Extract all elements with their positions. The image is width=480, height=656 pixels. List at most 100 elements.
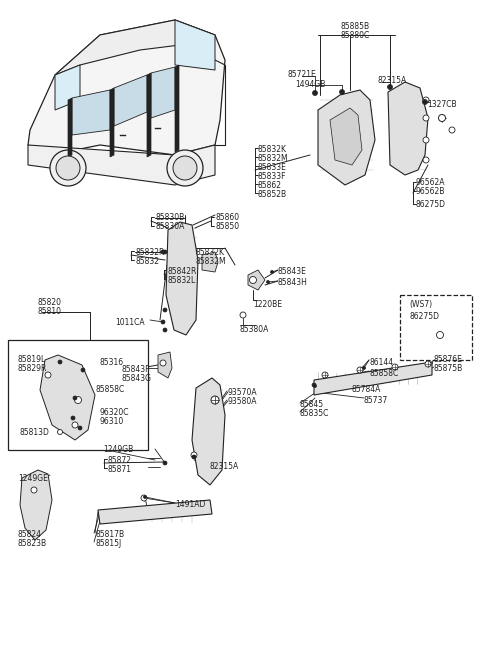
Polygon shape <box>330 108 362 165</box>
Text: 85835C: 85835C <box>300 409 329 418</box>
Circle shape <box>72 422 78 428</box>
Polygon shape <box>28 145 215 185</box>
Circle shape <box>163 250 167 254</box>
Circle shape <box>73 396 77 400</box>
Text: 85737: 85737 <box>364 396 388 405</box>
Text: 85852B: 85852B <box>258 190 287 199</box>
Text: 85843H: 85843H <box>278 278 308 287</box>
Circle shape <box>161 320 165 324</box>
Text: 85817B: 85817B <box>95 530 124 539</box>
Circle shape <box>58 360 62 364</box>
Circle shape <box>160 360 166 366</box>
Circle shape <box>439 115 445 121</box>
Polygon shape <box>68 98 72 157</box>
Circle shape <box>50 150 86 186</box>
Circle shape <box>392 364 398 370</box>
Text: 85862: 85862 <box>258 181 282 190</box>
Circle shape <box>163 461 167 465</box>
Circle shape <box>312 91 317 96</box>
Polygon shape <box>98 500 212 524</box>
Text: 85832R: 85832R <box>135 248 164 257</box>
Text: 82315A: 82315A <box>210 462 239 471</box>
Polygon shape <box>158 352 172 378</box>
Text: 85813D: 85813D <box>20 428 50 437</box>
Text: 1249GB: 1249GB <box>103 445 133 454</box>
Text: 85815J: 85815J <box>95 539 121 548</box>
Circle shape <box>161 250 165 254</box>
Text: 85820: 85820 <box>37 298 61 307</box>
Text: 85833F: 85833F <box>258 172 287 181</box>
Circle shape <box>74 396 82 403</box>
Circle shape <box>31 487 37 493</box>
Polygon shape <box>248 270 265 290</box>
Polygon shape <box>175 65 179 152</box>
Circle shape <box>141 495 147 501</box>
Text: 85823B: 85823B <box>18 539 47 548</box>
Text: 85872: 85872 <box>108 456 132 465</box>
Polygon shape <box>55 20 215 75</box>
Circle shape <box>423 97 429 103</box>
Text: 85871: 85871 <box>108 465 132 474</box>
Text: 85860: 85860 <box>215 213 239 222</box>
Text: 85830B: 85830B <box>155 213 184 222</box>
Text: 85832L: 85832L <box>168 276 196 285</box>
Circle shape <box>362 367 365 369</box>
Text: 85824: 85824 <box>18 530 42 539</box>
Text: 93580A: 93580A <box>228 397 257 406</box>
Text: 85380A: 85380A <box>240 325 269 334</box>
Polygon shape <box>151 67 175 118</box>
Circle shape <box>45 372 51 378</box>
Text: 85819L: 85819L <box>18 355 46 364</box>
Circle shape <box>422 100 428 104</box>
Text: 85829R: 85829R <box>18 364 48 373</box>
Polygon shape <box>147 73 151 157</box>
Text: 85810: 85810 <box>37 307 61 316</box>
Circle shape <box>387 85 393 89</box>
Polygon shape <box>55 65 80 110</box>
Text: 1249GE: 1249GE <box>18 474 48 483</box>
Circle shape <box>211 396 219 404</box>
Text: 1494GB: 1494GB <box>295 80 325 89</box>
Circle shape <box>425 361 431 367</box>
Circle shape <box>266 281 269 283</box>
Text: 85784A: 85784A <box>352 385 382 394</box>
Circle shape <box>271 270 274 274</box>
Circle shape <box>71 416 75 420</box>
Text: 85845: 85845 <box>300 400 324 409</box>
Circle shape <box>163 328 167 332</box>
Polygon shape <box>110 88 114 157</box>
Text: 96562A: 96562A <box>416 178 445 187</box>
Text: 86144: 86144 <box>369 358 393 367</box>
Text: 1011CA: 1011CA <box>115 318 144 327</box>
Polygon shape <box>314 362 432 395</box>
Text: 85832: 85832 <box>135 257 159 266</box>
Text: 85833E: 85833E <box>258 163 287 172</box>
Text: 85876E: 85876E <box>434 355 463 364</box>
Circle shape <box>173 156 197 180</box>
Text: 85843G: 85843G <box>122 374 152 383</box>
Polygon shape <box>202 252 218 272</box>
Text: 85843E: 85843E <box>278 267 307 276</box>
Circle shape <box>339 89 345 94</box>
Text: 85858C: 85858C <box>95 385 124 394</box>
Text: 85843F: 85843F <box>122 365 151 374</box>
Text: 85316: 85316 <box>100 358 124 367</box>
Text: 96310: 96310 <box>100 417 124 426</box>
Circle shape <box>449 127 455 133</box>
Text: 85721E: 85721E <box>288 70 317 79</box>
Circle shape <box>78 426 82 430</box>
Polygon shape <box>318 90 375 185</box>
Text: 85850: 85850 <box>215 222 239 231</box>
Text: 85858C: 85858C <box>369 369 398 378</box>
Circle shape <box>423 115 429 121</box>
Text: 85832K: 85832K <box>196 248 225 257</box>
Circle shape <box>192 455 195 459</box>
Polygon shape <box>20 470 52 540</box>
Circle shape <box>56 156 80 180</box>
Polygon shape <box>72 90 110 135</box>
Text: 85875B: 85875B <box>434 364 463 373</box>
Text: 96562B: 96562B <box>416 187 445 196</box>
Polygon shape <box>192 378 225 485</box>
Text: 1491AD: 1491AD <box>175 500 205 509</box>
Text: 1220BE: 1220BE <box>253 300 282 309</box>
